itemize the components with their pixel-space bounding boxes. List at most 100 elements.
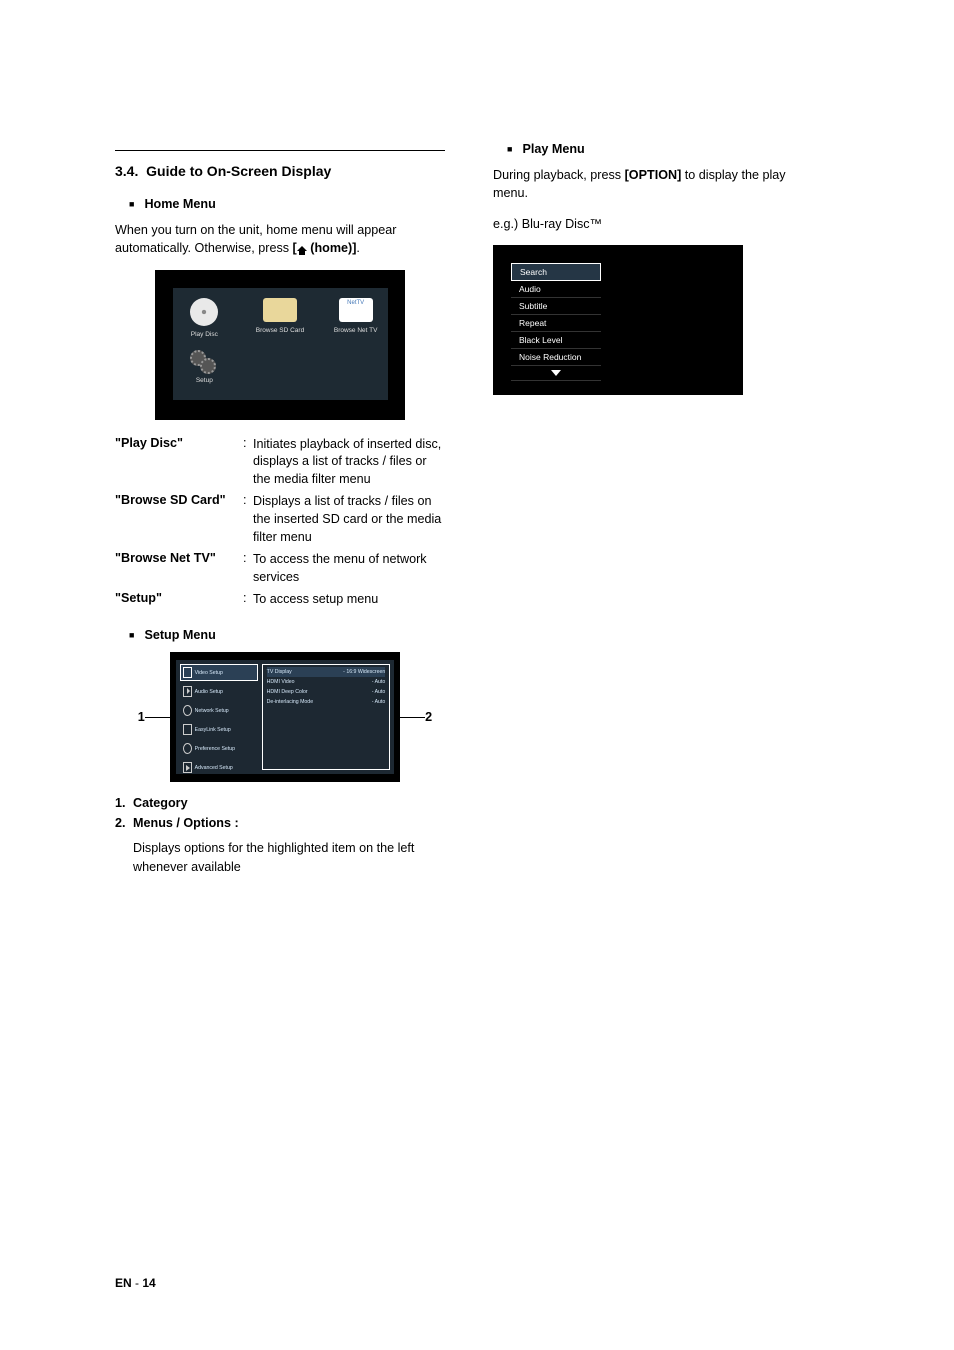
setup-opt-hdmi-video: HDMI Video - Auto	[267, 677, 386, 687]
play-intro-a: During playback, press	[493, 168, 625, 182]
tile-browse-sd: Browse SD Card	[254, 298, 306, 338]
play-menu-heading: Play Menu	[507, 142, 813, 156]
section-divider	[115, 150, 445, 151]
def-desc: Displays a list of tracks / files on the…	[253, 493, 445, 547]
home-menu-heading: Home Menu	[129, 197, 445, 211]
home-menu-row-1: Play Disc Browse SD Card Browse Net TV	[179, 298, 382, 338]
legend-item-2: 2. Menus / Options :	[115, 816, 445, 830]
opt-key: TV Display	[267, 669, 292, 675]
legend-label: Menus / Options :	[133, 816, 239, 830]
def-colon: :	[243, 591, 253, 609]
gear-icon	[183, 743, 192, 754]
home-menu-panel: Play Disc Browse SD Card Browse Net TV S…	[173, 288, 388, 400]
legend-label: Category	[133, 796, 188, 810]
nettv-icon	[339, 298, 373, 322]
footer-page: 14	[142, 1276, 155, 1290]
setup-category-list: Video Setup Audio Setup Network Setup Ea…	[180, 664, 258, 770]
def-colon: :	[243, 551, 253, 587]
tile-play-disc: Play Disc	[179, 298, 231, 338]
def-term: "Browse SD Card"	[115, 493, 243, 547]
def-colon: :	[243, 493, 253, 547]
def-term: "Browse Net TV"	[115, 551, 243, 587]
opt-val: - 16:9 Widescreen	[343, 669, 385, 675]
callout-1-line	[145, 717, 170, 718]
def-play-disc: "Play Disc" : Initiates playback of inse…	[115, 436, 445, 490]
opt-val: - Auto	[372, 679, 386, 685]
pm-noise-reduction: Noise Reduction	[511, 349, 601, 366]
callout-1: 1	[115, 710, 145, 724]
def-setup: "Setup" : To access setup menu	[115, 591, 445, 609]
setup-cat-easylink: EasyLink Setup	[180, 721, 258, 738]
home-menu-row-2: Setup	[179, 348, 382, 384]
play-menu-example: e.g.) Blu-ray Disc™	[493, 215, 813, 233]
footer-lang: EN	[115, 1276, 132, 1290]
setup-cat-label: Advanced Setup	[195, 765, 233, 771]
sd-card-icon	[263, 298, 297, 322]
section-number: 3.4.	[115, 163, 138, 179]
pm-scroll-down	[511, 366, 601, 381]
pm-black-level: Black Level	[511, 332, 601, 349]
intro-home-label: (home)]	[307, 241, 357, 255]
home-menu-intro: When you turn on the unit, home menu wil…	[115, 221, 445, 258]
tile-play-disc-label: Play Disc	[179, 331, 231, 338]
home-icon	[297, 246, 307, 251]
play-menu-list: Search Audio Subtitle Repeat Black Level…	[511, 263, 601, 381]
advanced-icon	[183, 762, 192, 773]
setup-cat-label: Preference Setup	[195, 746, 235, 752]
setup-cat-label: Audio Setup	[195, 689, 223, 695]
pm-audio: Audio	[511, 281, 601, 298]
home-menu-screenshot: Play Disc Browse SD Card Browse Net TV S…	[155, 270, 405, 420]
callout-2: 2	[425, 710, 445, 724]
opt-key: De-interlacing Mode	[267, 699, 313, 705]
tile-browse-sd-label: Browse SD Card	[254, 327, 306, 334]
right-column: Play Menu During playback, press [OPTION…	[493, 150, 813, 882]
setup-cat-video: Video Setup	[180, 664, 258, 681]
pm-repeat: Repeat	[511, 315, 601, 332]
def-desc: To access setup menu	[253, 591, 445, 609]
opt-key: HDMI Deep Color	[267, 689, 308, 695]
opt-val: - Auto	[372, 689, 386, 695]
def-term: "Setup"	[115, 591, 243, 609]
setup-menu-screenshot: Video Setup Audio Setup Network Setup Ea…	[170, 652, 401, 782]
legend-desc: Displays options for the highlighted ite…	[115, 839, 445, 876]
def-desc: To access the menu of network services	[253, 551, 445, 587]
setup-cat-preference: Preference Setup	[180, 740, 258, 757]
tile-browse-nettv: Browse Net TV	[330, 298, 382, 338]
def-term: "Play Disc"	[115, 436, 243, 490]
setup-opt-tv-display: TV Display - 16:9 Widescreen	[267, 667, 386, 677]
tile-setup-label: Setup	[179, 377, 231, 384]
play-intro-option: [OPTION]	[625, 168, 682, 182]
def-browse-nettv: "Browse Net TV" : To access the menu of …	[115, 551, 445, 587]
setup-opt-hdmi-deep-color: HDMI Deep Color - Auto	[267, 687, 386, 697]
opt-val: - Auto	[372, 699, 386, 705]
legend-item-1: 1. Category	[115, 796, 445, 810]
def-colon: :	[243, 436, 253, 490]
disc-icon	[190, 298, 218, 326]
legend-num: 2.	[115, 816, 133, 830]
left-column: 3.4. Guide to On-Screen Display Home Men…	[115, 150, 445, 882]
pm-subtitle: Subtitle	[511, 298, 601, 315]
setup-gear-icon	[187, 348, 221, 372]
pm-search: Search	[511, 263, 601, 281]
section-title-text: Guide to On-Screen Display	[146, 163, 331, 179]
setup-menu-legend: 1. Category 2. Menus / Options : Display…	[115, 796, 445, 876]
setup-cat-audio: Audio Setup	[180, 683, 258, 700]
setup-cat-label: EasyLink Setup	[195, 727, 231, 733]
legend-num: 1.	[115, 796, 133, 810]
setup-menu-figure: 1 Video Setup Audio Setup Network Setup …	[115, 652, 445, 782]
footer-sep: -	[132, 1276, 143, 1290]
setup-menu-panel: Video Setup Audio Setup Network Setup Ea…	[176, 660, 395, 774]
home-menu-definitions: "Play Disc" : Initiates playback of inse…	[115, 436, 445, 609]
opt-key: HDMI Video	[267, 679, 295, 685]
def-browse-sd: "Browse SD Card" : Displays a list of tr…	[115, 493, 445, 547]
setup-cat-network: Network Setup	[180, 702, 258, 719]
setup-opt-deinterlacing: De-interlacing Mode - Auto	[267, 697, 386, 707]
play-menu-intro: During playback, press [OPTION] to displ…	[493, 166, 813, 203]
page-footer: EN - 14	[115, 1276, 156, 1290]
link-icon	[183, 724, 192, 735]
setup-cat-label: Video Setup	[195, 670, 223, 676]
tv-icon	[183, 667, 192, 678]
tile-browse-nettv-label: Browse Net TV	[330, 327, 382, 334]
callout-2-line	[400, 717, 425, 718]
tile-setup: Setup	[179, 348, 231, 384]
